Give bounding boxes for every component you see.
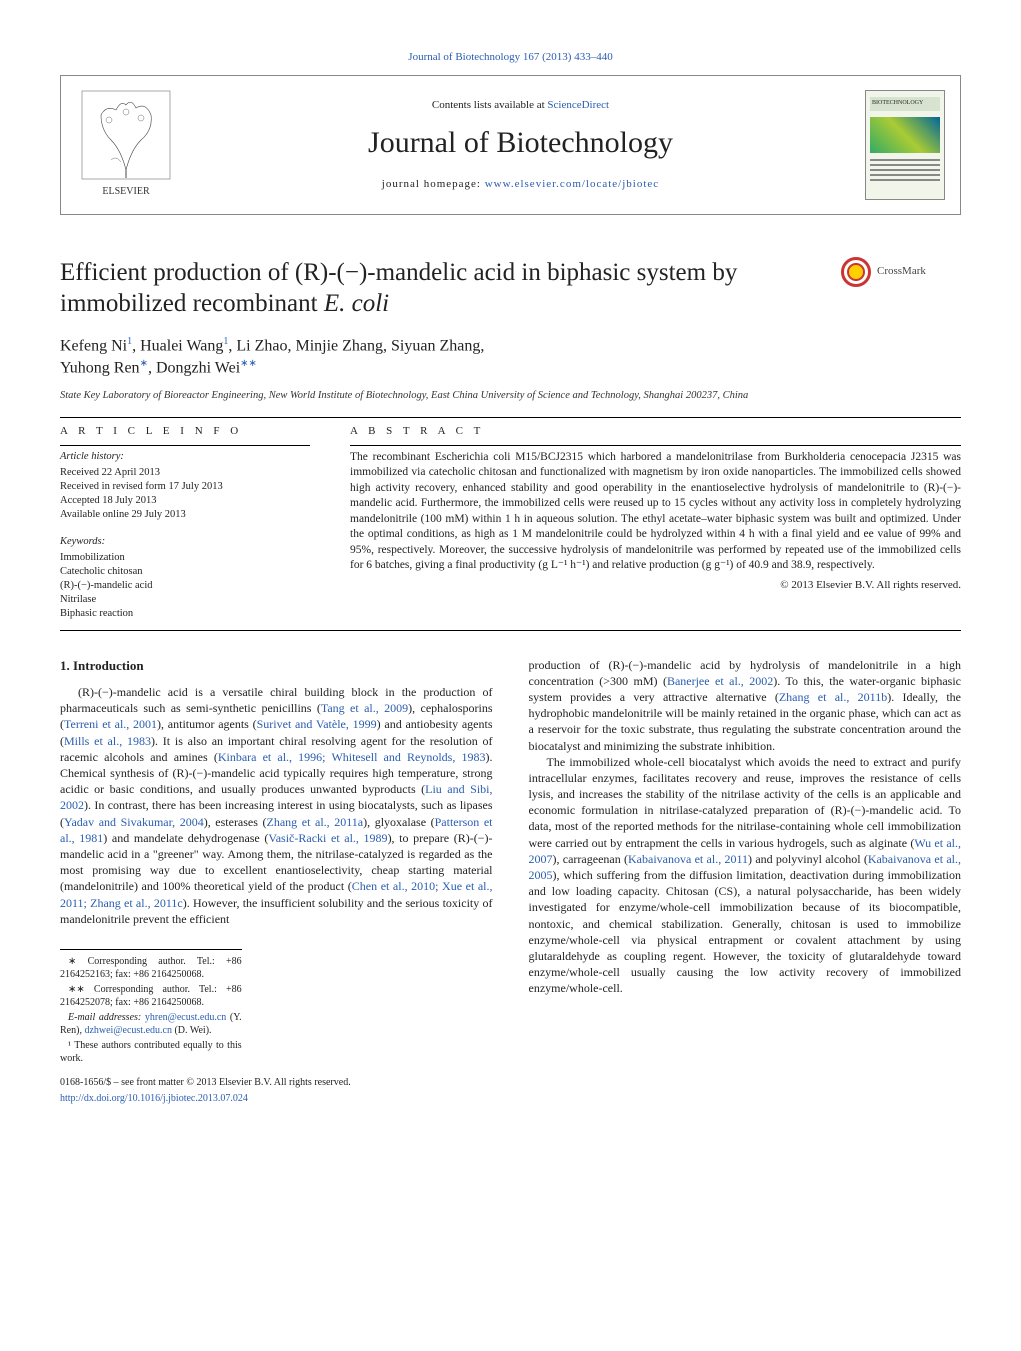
history-line: Received in revised form 17 July 2013: [60, 480, 310, 494]
homepage-line: journal homepage: www.elsevier.com/locat…: [382, 177, 659, 192]
citation-link[interactable]: Kabaivanova et al., 2011: [628, 852, 748, 866]
footnote: ¹ These authors contributed equally to t…: [60, 1039, 242, 1066]
citation-link[interactable]: Yadav and Sivakumar, 2004: [64, 815, 204, 829]
author: Dongzhi Wei: [156, 360, 240, 377]
crossmark-icon: [841, 257, 871, 287]
author: Minjie Zhang: [295, 338, 383, 355]
sciencedirect-link[interactable]: ScienceDirect: [547, 99, 609, 111]
paragraph: The immobilized whole-cell biocatalyst w…: [529, 754, 962, 997]
homepage-prefix: journal homepage:: [382, 178, 485, 190]
author: Kefeng Ni: [60, 338, 127, 355]
keyword: Biphasic reaction: [60, 607, 310, 621]
meta-row: A R T I C L E I N F O Article history: R…: [60, 424, 961, 622]
paragraph: (R)-(−)-mandelic acid is a versatile chi…: [60, 684, 493, 927]
citation-link[interactable]: Zhang et al., 2011a: [267, 815, 364, 829]
author: Li Zhao: [236, 338, 287, 355]
elsevier-tree-icon: ELSEVIER: [81, 90, 171, 200]
abstract-label: A B S T R A C T: [350, 424, 961, 439]
authors-line: Kefeng Ni1, Hualei Wang1, Li Zhao, Minji…: [60, 335, 961, 379]
article-title: Efficient production of (R)-(−)-mandelic…: [60, 257, 841, 320]
author: Siyuan Zhang: [391, 338, 480, 355]
keyword: Nitrilase: [60, 593, 310, 607]
issn-line: 0168-1656/$ – see front matter © 2013 El…: [60, 1076, 493, 1090]
contents-line: Contents lists available at ScienceDirec…: [432, 98, 609, 113]
abstract-block: A B S T R A C T The recombinant Escheric…: [350, 424, 961, 622]
body-columns: 1. Introduction (R)-(−)-mandelic acid is…: [60, 657, 961, 1106]
crossmark-label: CrossMark: [877, 264, 926, 279]
keyword: Immobilization: [60, 551, 310, 565]
history-line: Available online 29 July 2013: [60, 508, 310, 522]
journal-name: Journal of Biotechnology: [368, 123, 673, 164]
keywords-head: Keywords:: [60, 535, 310, 549]
cover-thumbnail-image: [870, 117, 940, 153]
affiliation: State Key Laboratory of Bioreactor Engin…: [60, 389, 961, 403]
history-head: Article history:: [60, 450, 310, 464]
email-link[interactable]: dzhwei@ecust.edu.cn: [84, 1025, 172, 1036]
running-header-link[interactable]: Journal of Biotechnology 167 (2013) 433–…: [408, 51, 612, 63]
citation-link[interactable]: Terreni et al., 2001: [64, 717, 157, 731]
body-column-left: 1. Introduction (R)-(−)-mandelic acid is…: [60, 657, 493, 1106]
divider: [60, 630, 961, 631]
svg-text:ELSEVIER: ELSEVIER: [102, 186, 150, 197]
divider: [350, 445, 961, 446]
copyright-line: © 2013 Elsevier B.V. All rights reserved…: [350, 578, 961, 593]
history-line: Received 22 April 2013: [60, 466, 310, 480]
history-line: Accepted 18 July 2013: [60, 494, 310, 508]
citation-link[interactable]: Vasič-Racki et al., 1989: [268, 831, 387, 845]
doi-link[interactable]: http://dx.doi.org/10.1016/j.jbiotec.2013…: [60, 1093, 248, 1104]
cover-thumbnail-title: BIOTECHNOLOGY: [870, 97, 940, 111]
cover-thumbnail-lines: [870, 159, 940, 184]
author: Yuhong Ren: [60, 360, 140, 377]
author: Hualei Wang: [140, 338, 223, 355]
contents-prefix: Contents lists available at: [432, 99, 547, 111]
divider: [60, 445, 310, 446]
citation-link[interactable]: Mills et al., 1983: [64, 734, 151, 748]
citation-link[interactable]: Surivet and Vatèle, 1999: [257, 717, 377, 731]
citation-link[interactable]: Banerjee et al., 2002: [667, 674, 773, 688]
paragraph: production of (R)-(−)-mandelic acid by h…: [529, 657, 962, 754]
journal-header-box: ELSEVIER Contents lists available at Sci…: [60, 75, 961, 215]
author-note-ref[interactable]: 1: [127, 336, 132, 347]
author-note-ref[interactable]: ∗: [140, 358, 148, 369]
author-note-ref[interactable]: ∗∗: [240, 358, 257, 369]
article-info-block: A R T I C L E I N F O Article history: R…: [60, 424, 310, 622]
header-center: Contents lists available at ScienceDirec…: [191, 76, 850, 214]
publisher-logo: ELSEVIER: [61, 76, 191, 214]
citation-link[interactable]: Tang et al., 2009: [321, 701, 408, 715]
homepage-link[interactable]: www.elsevier.com/locate/jbiotec: [485, 178, 659, 190]
divider: [60, 417, 961, 418]
section-heading: 1. Introduction: [60, 657, 493, 675]
keyword: Catecholic chitosan: [60, 565, 310, 579]
crossmark-badge[interactable]: CrossMark: [841, 257, 961, 287]
cover-thumbnail: BIOTECHNOLOGY: [865, 90, 945, 200]
citation-link[interactable]: Zhang et al., 2011b: [779, 690, 887, 704]
author-note-ref[interactable]: 1: [223, 336, 228, 347]
footnote: ∗ Corresponding author. Tel.: +86 216425…: [60, 955, 242, 982]
cover-thumbnail-wrap: BIOTECHNOLOGY: [850, 76, 960, 214]
citation-link[interactable]: Kinbara et al., 1996; Whitesell and Reyn…: [218, 750, 486, 764]
abstract-text: The recombinant Escherichia coli M15/BCJ…: [350, 450, 961, 574]
footnote: E-mail addresses: yhren@ecust.edu.cn (Y.…: [60, 1011, 242, 1038]
footnotes-block: ∗ Corresponding author. Tel.: +86 216425…: [60, 949, 242, 1066]
email-link[interactable]: yhren@ecust.edu.cn: [145, 1012, 226, 1023]
running-header: Journal of Biotechnology 167 (2013) 433–…: [60, 50, 961, 65]
body-column-right: production of (R)-(−)-mandelic acid by h…: [529, 657, 962, 1106]
footnote: ∗∗ Corresponding author. Tel.: +86 21642…: [60, 983, 242, 1010]
keyword: (R)-(−)-mandelic acid: [60, 579, 310, 593]
article-info-label: A R T I C L E I N F O: [60, 424, 310, 439]
